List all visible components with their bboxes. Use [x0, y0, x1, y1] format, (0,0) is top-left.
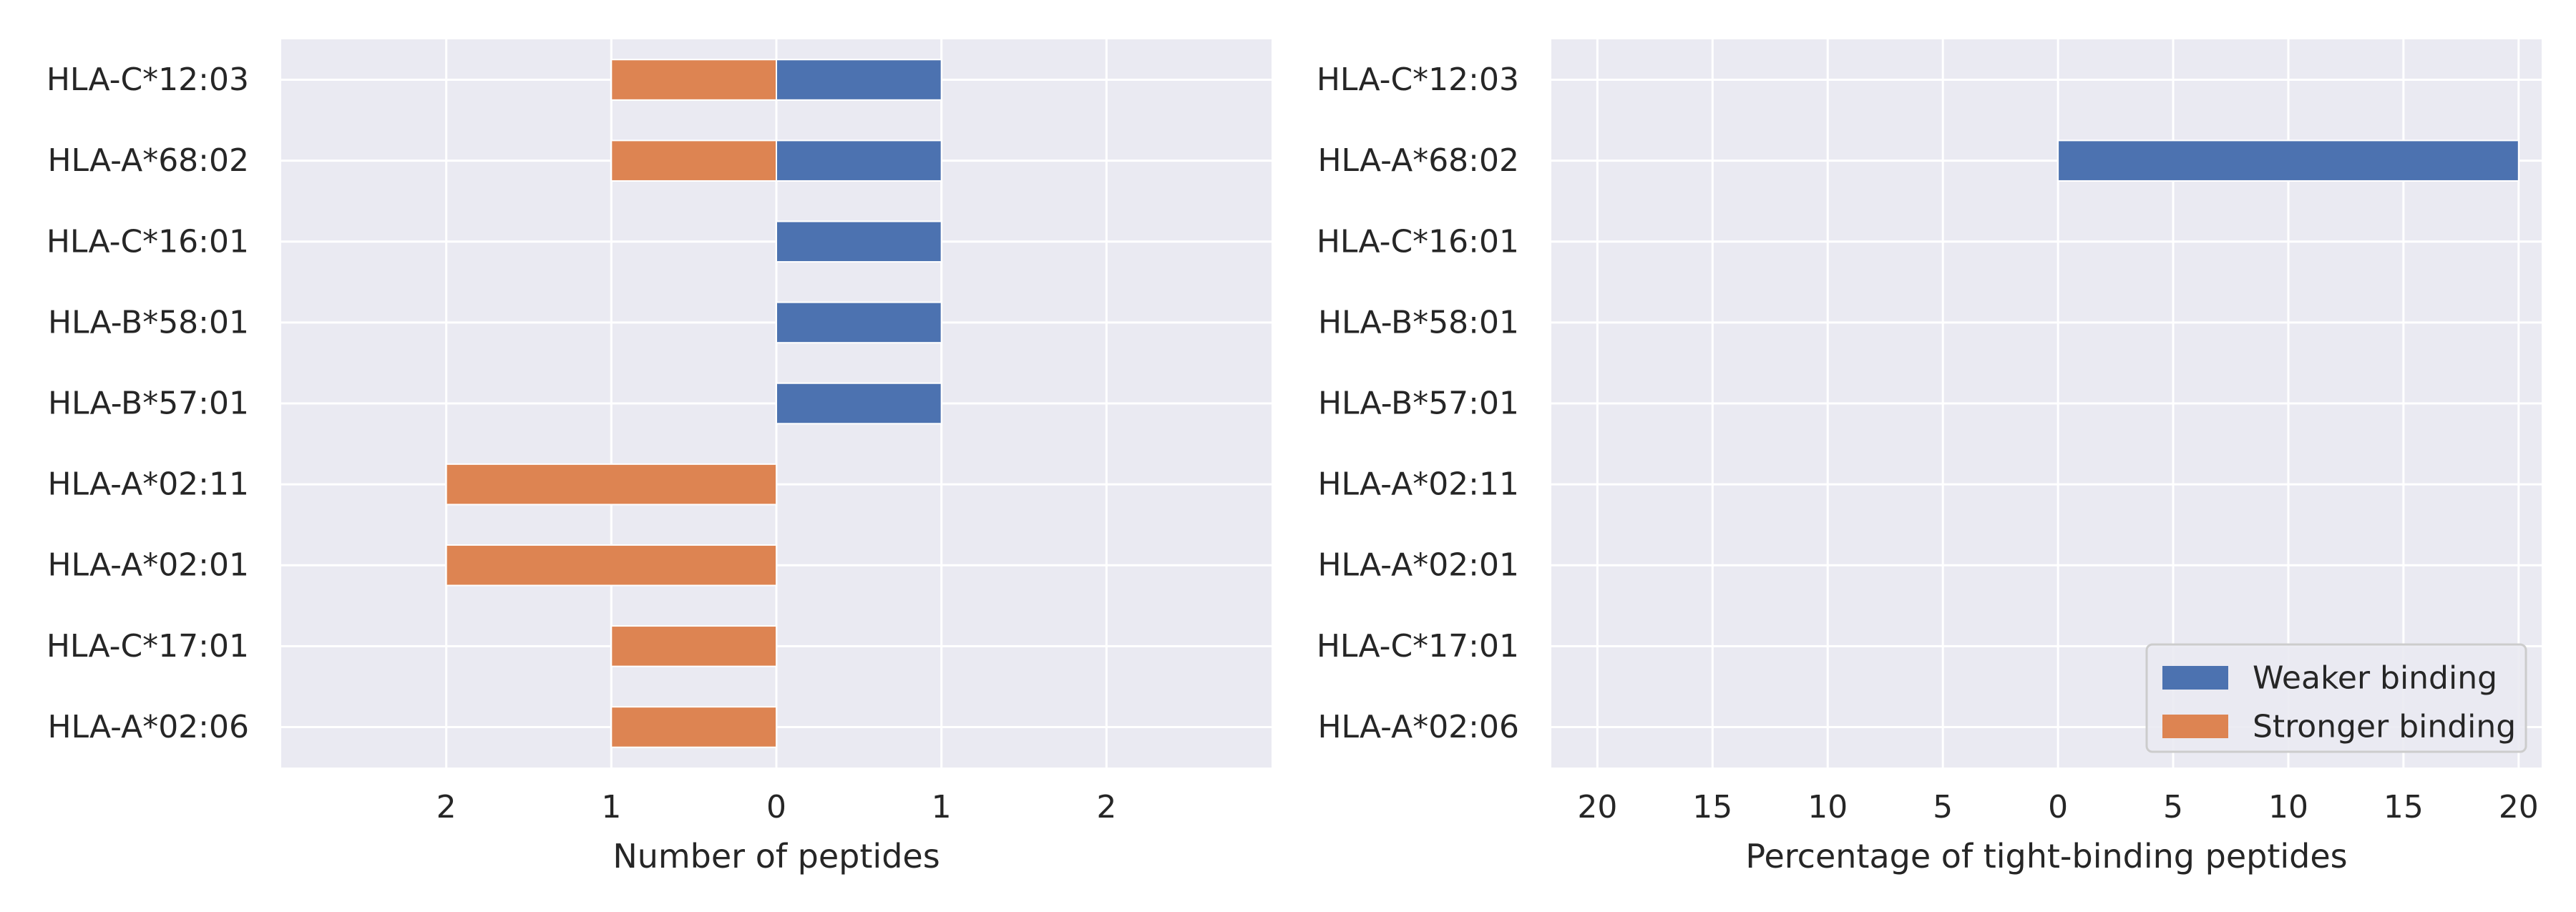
legend-label: Weaker binding — [2253, 660, 2497, 697]
bar-weaker — [776, 220, 942, 263]
y-tick-label: HLA-B*58:01 — [1318, 304, 1519, 340]
y-tick-label: HLA-A*68:02 — [47, 142, 249, 179]
x-tick-label: 5 — [1933, 789, 1953, 825]
legend-swatch-weaker — [2162, 666, 2228, 690]
bar-weaker — [776, 301, 942, 344]
y-tick-label: HLA-B*57:01 — [48, 386, 249, 422]
y-tick-label: HLA-C*16:01 — [1317, 223, 1519, 260]
bar-weaker — [776, 382, 942, 425]
bar-stronger — [445, 463, 778, 506]
bar-weaker — [776, 59, 942, 101]
y-tick-label: HLA-C*17:01 — [47, 628, 249, 665]
y-tick-label: HLA-A*02:11 — [47, 466, 249, 503]
y-tick-label: HLA-B*58:01 — [48, 304, 249, 340]
x-tick-label: 1 — [932, 789, 952, 825]
x-tick-label: 20 — [1577, 789, 1617, 825]
bar-stronger — [445, 544, 778, 587]
legend-label: Stronger binding — [2253, 709, 2516, 745]
y-tick-label: HLA-A*68:02 — [1317, 142, 1519, 179]
legend: Weaker binding Stronger binding — [2145, 643, 2527, 753]
x-tick-label: 2 — [1096, 789, 1116, 825]
y-tick-label: HLA-A*02:06 — [1317, 709, 1519, 745]
y-tick-label: HLA-A*02:01 — [47, 547, 249, 584]
legend-box — [2145, 643, 2527, 753]
y-tick-label: HLA-A*02:06 — [47, 709, 249, 745]
x-tick-label: 20 — [2499, 789, 2539, 825]
bar-stronger — [610, 139, 777, 182]
x-tick-label: 5 — [2163, 789, 2183, 825]
x-tick-label: 15 — [2384, 789, 2424, 825]
y-tick-label: HLA-A*02:11 — [1317, 466, 1519, 503]
x-tick-label: 2 — [436, 789, 457, 825]
x-tick-label: 0 — [2048, 789, 2068, 825]
bar-weaker — [2057, 139, 2519, 182]
x-tick-label: 0 — [766, 789, 786, 825]
y-tick-label: HLA-B*57:01 — [1318, 386, 1519, 422]
bar-weaker — [776, 139, 942, 182]
legend-swatch-stronger — [2162, 715, 2228, 738]
chart-panel-1: HLA-C*12:03 HLA-A*68:02 HLA-C*16:01 HLA-B*5… — [47, 39, 1272, 876]
bar-stronger — [610, 625, 777, 667]
y-tick-label: HLA-C*17:01 — [1317, 628, 1519, 665]
bar-stronger — [610, 706, 777, 748]
chart-panel-2: HLA-C*12:03 HLA-A*68:02 HLA-C*16:01 HLA-B*5… — [1317, 39, 2542, 876]
x-tick-label: 15 — [1692, 789, 1732, 825]
y-tick-label: HLA-C*12:03 — [47, 62, 249, 98]
x-tick-label: 10 — [1807, 789, 1848, 825]
x-axis-label: Percentage of tight-binding peptides — [1745, 837, 2347, 876]
y-tick-label: HLA-C*12:03 — [1317, 62, 1519, 98]
y-tick-label: HLA-A*02:01 — [1317, 547, 1519, 584]
y-tick-label: HLA-C*16:01 — [47, 223, 249, 260]
x-axis-label: Number of peptides — [613, 837, 940, 876]
x-tick-label: 1 — [601, 789, 621, 825]
x-tick-label: 10 — [2268, 789, 2308, 825]
bar-stronger — [610, 59, 777, 101]
